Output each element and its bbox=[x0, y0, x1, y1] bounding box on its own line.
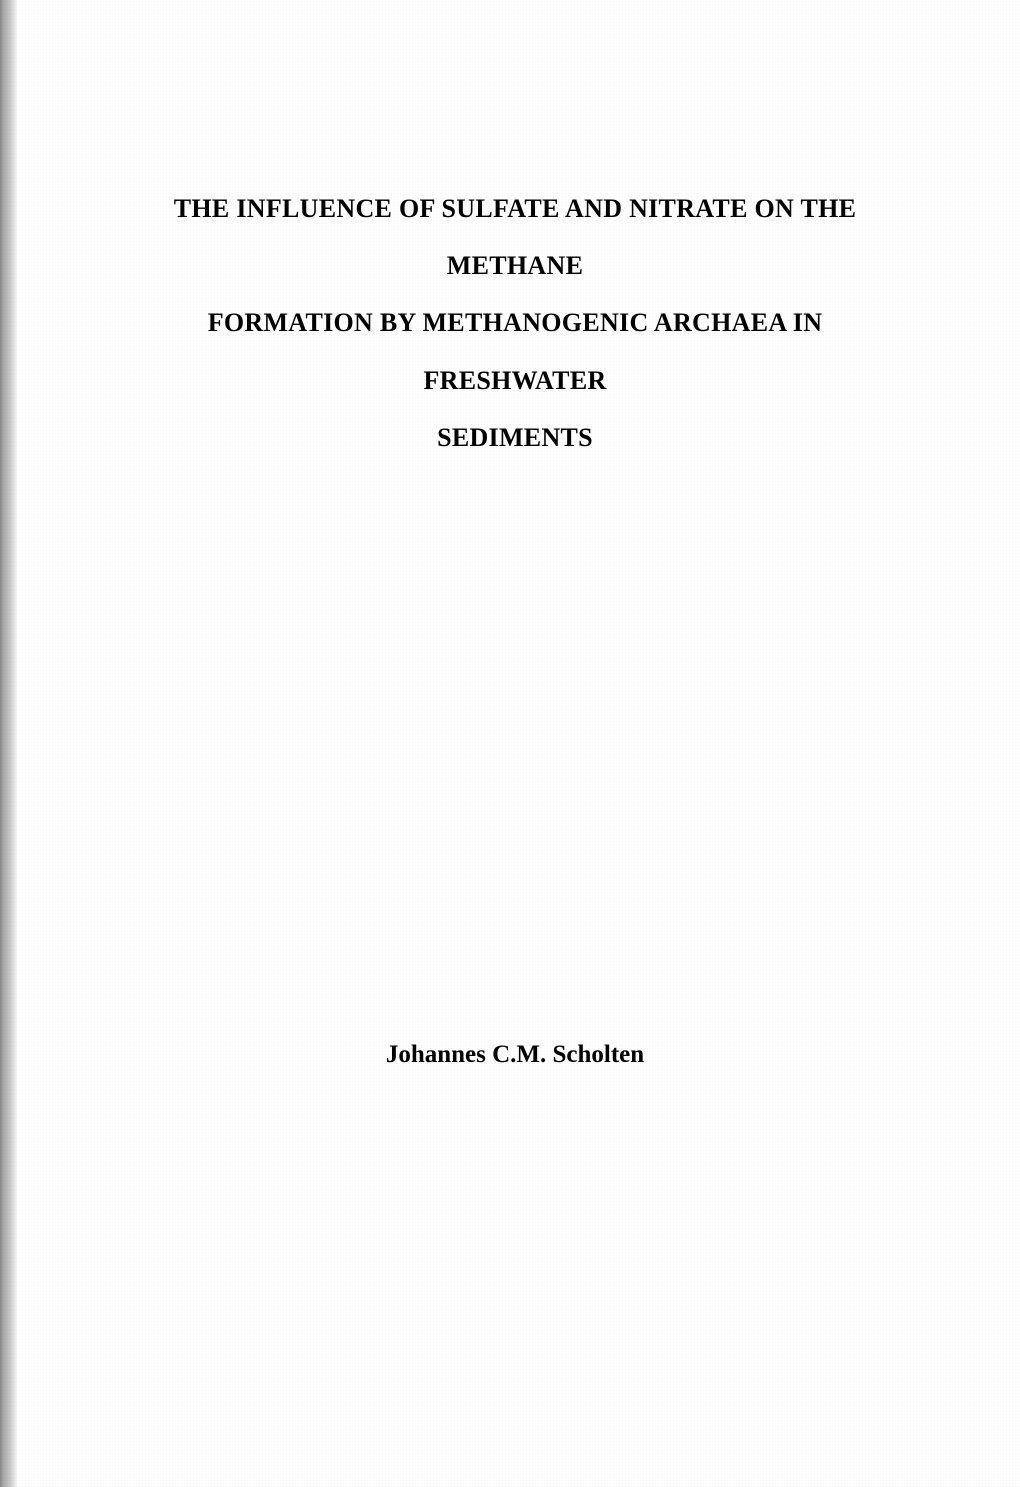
title-line-3: SEDIMENTS bbox=[130, 409, 900, 466]
page-container: THE INFLUENCE OF SULFATE AND NITRATE ON … bbox=[0, 0, 1020, 1487]
title-line-2: FORMATION BY METHANOGENIC ARCHAEA IN FRE… bbox=[130, 294, 900, 408]
title-line-1: THE INFLUENCE OF SULFATE AND NITRATE ON … bbox=[130, 180, 900, 294]
author-block: Johannes C.M. Scholten bbox=[110, 1041, 920, 1069]
author-name: Johannes C.M. Scholten bbox=[110, 1041, 920, 1069]
title-block: THE INFLUENCE OF SULFATE AND NITRATE ON … bbox=[110, 180, 920, 466]
binding-shadow bbox=[0, 0, 18, 1487]
